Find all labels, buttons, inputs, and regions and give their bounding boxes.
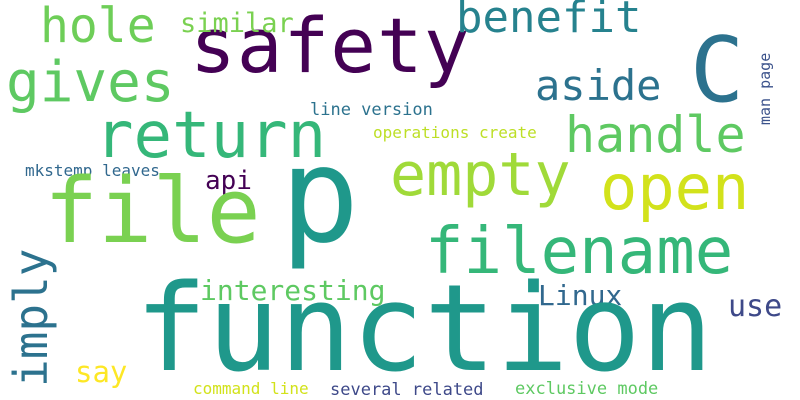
word-man-page: man page — [758, 53, 773, 125]
word-p: p — [280, 130, 359, 262]
word-function: function — [135, 270, 713, 390]
word-several-related: several related — [330, 382, 484, 399]
word-operations-create: operations create — [373, 125, 537, 141]
word-say: say — [75, 358, 127, 387]
word-similar: similar — [180, 10, 294, 37]
word-benefit: benefit — [456, 0, 641, 40]
word-aside: aside — [535, 65, 661, 107]
word-imply: imply — [8, 249, 54, 387]
word-hole: hole — [40, 2, 156, 50]
word-open: open — [600, 157, 749, 219]
word-exclusive-mode: exclusive mode — [515, 381, 658, 398]
word-empty: empty — [390, 145, 571, 205]
word-file: file — [44, 167, 261, 257]
word-use: use — [728, 292, 782, 322]
word-command-line: command line — [193, 381, 309, 397]
word-line-version: line version — [310, 102, 433, 119]
word-c: C — [690, 26, 744, 116]
